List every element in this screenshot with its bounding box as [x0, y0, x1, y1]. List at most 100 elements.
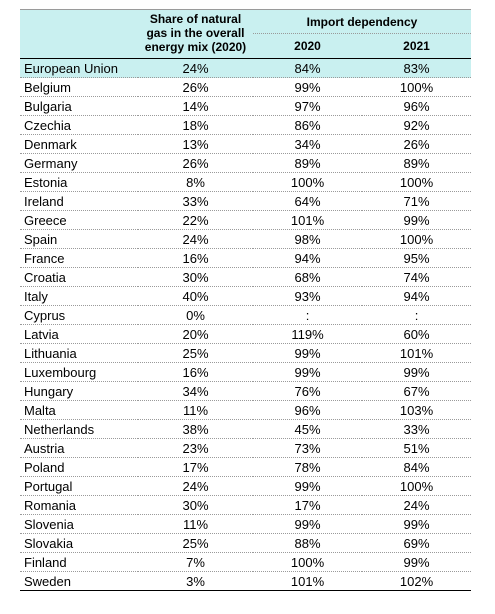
import-2020-cell: 99%: [253, 514, 362, 534]
import-2021-cell: 102%: [362, 571, 471, 591]
import-2021-cell: 96%: [362, 96, 471, 116]
header-year-2020: 2020: [253, 33, 362, 59]
gas-dependency-table: Share of natural gas in the overall ener…: [20, 9, 471, 591]
import-2020-cell: 86%: [253, 115, 362, 135]
table-row: Austria 23% 73% 51%: [20, 438, 471, 458]
import-2020-cell: 73%: [253, 438, 362, 458]
import-2020-cell: 99%: [253, 476, 362, 496]
share-cell: 25%: [138, 533, 253, 553]
import-2020-cell: 98%: [253, 229, 362, 249]
import-2021-cell: 51%: [362, 438, 471, 458]
import-2021-cell: 92%: [362, 115, 471, 135]
country-cell: Cyprus: [20, 305, 138, 325]
table-row: Poland 17% 78% 84%: [20, 457, 471, 477]
table-row: Bulgaria 14% 97% 96%: [20, 96, 471, 116]
share-cell: 20%: [138, 324, 253, 344]
table-row: Italy 40% 93% 94%: [20, 286, 471, 306]
country-cell: Greece: [20, 210, 138, 230]
share-cell: 26%: [138, 153, 253, 173]
table-row: Netherlands 38% 45% 33%: [20, 419, 471, 439]
header-year-2021: 2021: [362, 33, 471, 59]
import-2021-cell: 95%: [362, 248, 471, 268]
country-cell: European Union: [20, 58, 138, 78]
import-2020-cell: 100%: [253, 172, 362, 192]
country-cell: Estonia: [20, 172, 138, 192]
share-cell: 3%: [138, 571, 253, 591]
share-cell: 24%: [138, 58, 253, 78]
table-row: Hungary 34% 76% 67%: [20, 381, 471, 401]
table-row: France 16% 94% 95%: [20, 248, 471, 268]
import-2020-cell: 68%: [253, 267, 362, 287]
table-row: Croatia 30% 68% 74%: [20, 267, 471, 287]
import-2021-cell: 101%: [362, 343, 471, 363]
import-2021-cell: 83%: [362, 58, 471, 78]
header-import-dependency: Import dependency: [253, 9, 471, 34]
share-cell: 7%: [138, 552, 253, 572]
share-cell: 0%: [138, 305, 253, 325]
share-cell: 16%: [138, 362, 253, 382]
import-2021-cell: 100%: [362, 229, 471, 249]
import-2021-cell: 94%: [362, 286, 471, 306]
country-cell: Hungary: [20, 381, 138, 401]
country-cell: Ireland: [20, 191, 138, 211]
import-2021-cell: 60%: [362, 324, 471, 344]
import-2020-cell: 84%: [253, 58, 362, 78]
import-2021-cell: 24%: [362, 495, 471, 515]
share-cell: 17%: [138, 457, 253, 477]
share-cell: 33%: [138, 191, 253, 211]
header-share: Share of natural gas in the overall ener…: [138, 9, 253, 59]
import-2020-cell: 96%: [253, 400, 362, 420]
import-2020-cell: :: [253, 305, 362, 325]
country-cell: Sweden: [20, 571, 138, 591]
share-cell: 13%: [138, 134, 253, 154]
table-row: Ireland 33% 64% 71%: [20, 191, 471, 211]
country-cell: Spain: [20, 229, 138, 249]
import-2021-cell: 99%: [362, 552, 471, 572]
import-2021-cell: 89%: [362, 153, 471, 173]
share-cell: 18%: [138, 115, 253, 135]
share-cell: 34%: [138, 381, 253, 401]
country-cell: Italy: [20, 286, 138, 306]
share-cell: 40%: [138, 286, 253, 306]
import-2021-cell: 67%: [362, 381, 471, 401]
table-row: Portugal 24% 99% 100%: [20, 476, 471, 496]
share-cell: 25%: [138, 343, 253, 363]
country-cell: Bulgaria: [20, 96, 138, 116]
import-2021-cell: 69%: [362, 533, 471, 553]
table-row: Greece 22% 101% 99%: [20, 210, 471, 230]
country-cell: Czechia: [20, 115, 138, 135]
country-cell: Germany: [20, 153, 138, 173]
country-cell: Belgium: [20, 77, 138, 97]
table-row: Estonia 8% 100% 100%: [20, 172, 471, 192]
table-row: Romania 30% 17% 24%: [20, 495, 471, 515]
table-row: Malta 11% 96% 103%: [20, 400, 471, 420]
import-2020-cell: 101%: [253, 210, 362, 230]
import-2021-cell: 103%: [362, 400, 471, 420]
share-cell: 23%: [138, 438, 253, 458]
share-cell: 24%: [138, 476, 253, 496]
table-row: Spain 24% 98% 100%: [20, 229, 471, 249]
import-2020-cell: 45%: [253, 419, 362, 439]
table-row: Slovakia 25% 88% 69%: [20, 533, 471, 553]
share-cell: 30%: [138, 267, 253, 287]
import-2020-cell: 99%: [253, 343, 362, 363]
share-cell: 16%: [138, 248, 253, 268]
import-2020-cell: 78%: [253, 457, 362, 477]
country-cell: Malta: [20, 400, 138, 420]
import-2020-cell: 101%: [253, 571, 362, 591]
import-2021-cell: 71%: [362, 191, 471, 211]
table-row: Germany 26% 89% 89%: [20, 153, 471, 173]
country-cell: Austria: [20, 438, 138, 458]
import-2021-cell: 100%: [362, 172, 471, 192]
import-2021-cell: 100%: [362, 77, 471, 97]
import-2020-cell: 100%: [253, 552, 362, 572]
country-cell: Slovakia: [20, 533, 138, 553]
table-row: Latvia 20% 119% 60%: [20, 324, 471, 344]
header-row-years: 2020 2021: [20, 33, 471, 59]
country-cell: Latvia: [20, 324, 138, 344]
import-2021-cell: 26%: [362, 134, 471, 154]
country-cell: Romania: [20, 495, 138, 515]
import-2020-cell: 89%: [253, 153, 362, 173]
share-cell: 24%: [138, 229, 253, 249]
import-2021-cell: 33%: [362, 419, 471, 439]
